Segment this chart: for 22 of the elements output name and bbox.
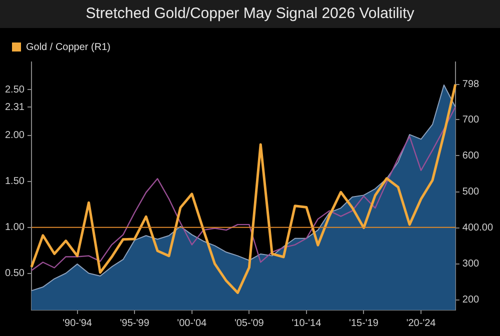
y-tick-label: 2.00 [4,130,25,142]
legend-label: Gold / Copper (R1) [26,42,110,53]
x-tick-label: '00-'04 [177,318,208,329]
y2-tick-label: 200 [462,294,480,306]
y2-tick-label: 798 [462,79,480,90]
y-tick-label: 1.50 [4,176,25,188]
y-tick-label: 1.00 [4,222,25,234]
x-tick-label: '15-'19 [349,318,379,329]
x-tick-label: '20-'24 [406,318,436,329]
x-tick-label: '05-'09 [234,318,264,329]
y-tick-label: 0.50 [4,268,25,280]
x-tick-label: '10-'14 [292,318,322,329]
y2-tick-label: 400.00 [462,222,494,234]
y2-tick-label: 700 [462,114,480,126]
y-tick-label: 2.31 [4,102,25,113]
chart-title: Stretched Gold/Copper May Signal 2026 Volatility [0,0,500,28]
y2-tick-label: 300 [462,258,480,270]
x-tick-label: '95-'99 [120,318,150,329]
y2-tick-label: 600 [462,150,480,162]
y2-tick-label: 500 [462,186,480,198]
x-tick-label: '90-'94 [62,318,92,329]
y-tick-label: 2.50 [4,84,25,96]
